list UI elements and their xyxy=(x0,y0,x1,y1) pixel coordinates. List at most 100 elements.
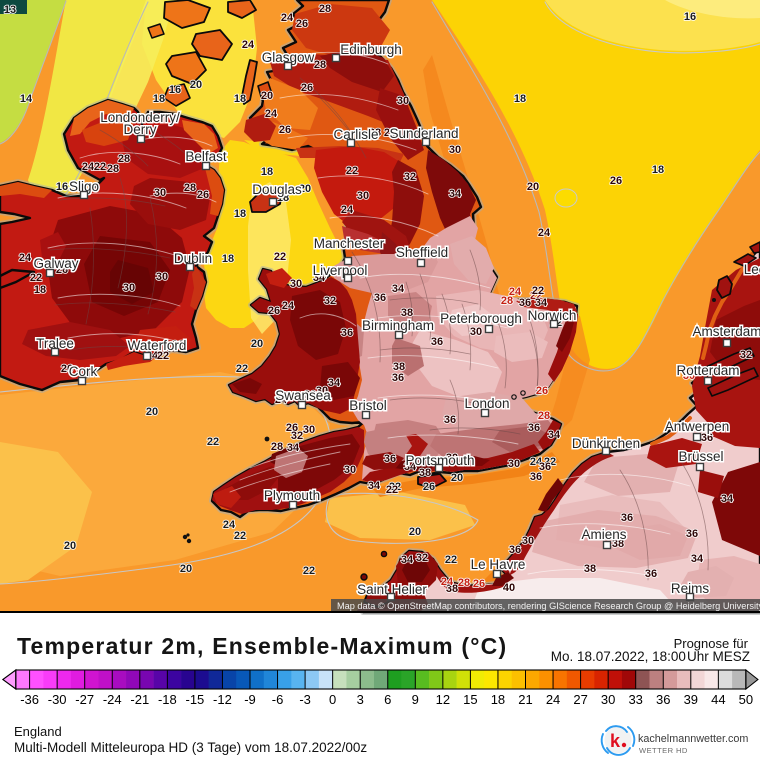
svg-text:36: 36 xyxy=(509,544,521,556)
svg-text:Rotterdam: Rotterdam xyxy=(676,363,739,378)
svg-text:30: 30 xyxy=(508,458,520,470)
svg-text:24: 24 xyxy=(538,227,551,239)
svg-text:Waterford: Waterford xyxy=(128,338,187,353)
svg-text:22: 22 xyxy=(303,565,315,577)
svg-text:26: 26 xyxy=(296,18,308,30)
svg-text:22: 22 xyxy=(386,484,398,496)
svg-text:20: 20 xyxy=(64,540,76,552)
svg-text:Plymouth: Plymouth xyxy=(264,488,320,503)
svg-text:32: 32 xyxy=(291,430,303,442)
svg-text:22: 22 xyxy=(30,272,42,284)
svg-text:24: 24 xyxy=(223,519,236,531)
svg-text:34: 34 xyxy=(313,272,326,284)
svg-text:22: 22 xyxy=(274,251,286,263)
svg-text:36: 36 xyxy=(384,453,396,465)
svg-text:Swansea: Swansea xyxy=(275,388,331,403)
svg-text:21: 21 xyxy=(518,692,532,707)
svg-text:20: 20 xyxy=(251,338,263,350)
svg-text:30: 30 xyxy=(446,452,458,464)
svg-text:34: 34 xyxy=(449,188,462,200)
svg-text:Sheffield: Sheffield xyxy=(396,245,448,260)
svg-text:Lee: Lee xyxy=(744,262,760,277)
svg-text:20: 20 xyxy=(190,79,202,91)
svg-text:Glasgow: Glasgow xyxy=(262,50,315,65)
svg-text:18: 18 xyxy=(514,93,526,105)
svg-text:38: 38 xyxy=(584,563,596,575)
svg-text:32: 32 xyxy=(404,171,416,183)
svg-text:26: 26 xyxy=(301,82,313,94)
svg-text:-24: -24 xyxy=(103,692,122,707)
svg-text:14: 14 xyxy=(20,93,33,105)
svg-text:Dünkirchen: Dünkirchen xyxy=(572,436,640,451)
svg-text:30: 30 xyxy=(154,187,166,199)
svg-text:22: 22 xyxy=(346,165,358,177)
svg-text:15: 15 xyxy=(463,692,477,707)
svg-text:-21: -21 xyxy=(130,692,149,707)
svg-text:36: 36 xyxy=(686,528,698,540)
svg-text:30: 30 xyxy=(683,370,695,382)
svg-text:32: 32 xyxy=(740,349,752,361)
svg-text:34: 34 xyxy=(401,554,414,566)
svg-text:18: 18 xyxy=(261,166,273,178)
svg-text:38: 38 xyxy=(446,583,458,595)
svg-text:18: 18 xyxy=(277,192,289,204)
svg-text:16: 16 xyxy=(56,181,68,193)
svg-text:-3: -3 xyxy=(299,692,311,707)
svg-text:24: 24 xyxy=(282,300,295,312)
svg-text:16: 16 xyxy=(684,11,696,23)
svg-text:Londonderry/: Londonderry/ xyxy=(100,110,180,125)
svg-text:38: 38 xyxy=(401,307,413,319)
svg-text:44: 44 xyxy=(711,692,725,707)
svg-text:26: 26 xyxy=(286,422,298,434)
svg-text:36: 36 xyxy=(656,692,670,707)
svg-text:-9: -9 xyxy=(244,692,256,707)
svg-text:26: 26 xyxy=(279,124,291,136)
svg-text:20: 20 xyxy=(146,406,158,418)
svg-text:24: 24 xyxy=(546,692,560,707)
svg-text:Edinburgh: Edinburgh xyxy=(340,42,402,57)
svg-text:27: 27 xyxy=(573,692,587,707)
svg-text:30: 30 xyxy=(344,464,356,476)
svg-text:18: 18 xyxy=(234,93,246,105)
svg-text:-18: -18 xyxy=(158,692,177,707)
svg-text:26: 26 xyxy=(610,175,622,187)
svg-text:50: 50 xyxy=(739,692,753,707)
svg-text:28: 28 xyxy=(538,410,550,422)
svg-text:30: 30 xyxy=(522,535,534,547)
svg-text:38: 38 xyxy=(393,361,405,373)
svg-text:18: 18 xyxy=(234,208,246,220)
svg-text:36: 36 xyxy=(530,471,542,483)
svg-text:18: 18 xyxy=(491,692,505,707)
svg-text:34: 34 xyxy=(392,283,405,295)
svg-text:30: 30 xyxy=(290,278,302,290)
svg-text:39: 39 xyxy=(684,692,698,707)
svg-text:34: 34 xyxy=(548,429,561,441)
svg-text:20: 20 xyxy=(451,472,463,484)
svg-text:Le Havre: Le Havre xyxy=(471,557,526,572)
svg-text:Saint Helier: Saint Helier xyxy=(357,582,427,597)
svg-text:Norwich: Norwich xyxy=(528,308,577,323)
svg-text:36: 36 xyxy=(392,372,404,384)
svg-text:22: 22 xyxy=(236,363,248,375)
svg-text:36: 36 xyxy=(341,327,353,339)
svg-text:Sligo: Sligo xyxy=(69,179,99,194)
svg-text:16: 16 xyxy=(169,84,181,96)
svg-text:Amiens: Amiens xyxy=(581,527,626,542)
svg-text:22: 22 xyxy=(530,290,542,302)
svg-text:24: 24 xyxy=(281,12,294,24)
svg-text:24: 24 xyxy=(82,161,95,173)
svg-text:30: 30 xyxy=(449,144,461,156)
svg-text:kachelmannwetter.com: kachelmannwetter.com xyxy=(638,733,748,745)
svg-text:34: 34 xyxy=(691,553,704,565)
svg-text:24: 24 xyxy=(19,252,32,264)
svg-text:24: 24 xyxy=(242,39,255,51)
svg-text:26: 26 xyxy=(56,264,68,276)
svg-text:20: 20 xyxy=(261,90,273,102)
svg-text:36: 36 xyxy=(528,422,540,434)
svg-text:22: 22 xyxy=(445,554,457,566)
svg-text:0: 0 xyxy=(329,692,336,707)
svg-text:-6: -6 xyxy=(272,692,284,707)
svg-text:Map data © OpenStreetMap contr: Map data © OpenStreetMap contributors, r… xyxy=(337,601,760,611)
svg-text:Derry: Derry xyxy=(124,122,157,137)
svg-text:26: 26 xyxy=(304,389,316,401)
